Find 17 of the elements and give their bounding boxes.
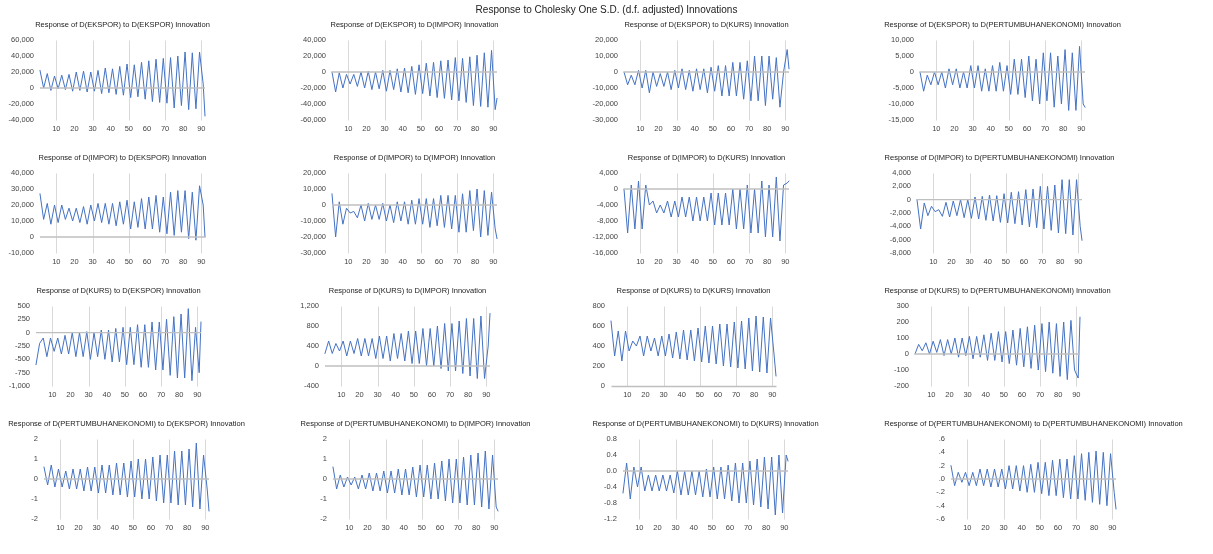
- line-series: [43, 442, 210, 512]
- line-series: [623, 49, 790, 108]
- line-series: [950, 450, 1117, 510]
- line-series: [39, 185, 206, 241]
- line-series: [623, 176, 790, 242]
- line-series: [324, 313, 491, 379]
- line-series: [919, 45, 1086, 111]
- line-series: [39, 51, 206, 117]
- line-series: [331, 188, 498, 240]
- line-series: [332, 450, 499, 512]
- line-series: [916, 179, 1083, 241]
- line-series: [331, 49, 498, 111]
- line-series: [35, 308, 202, 382]
- line-series: [622, 454, 789, 516]
- line-series: [610, 315, 777, 377]
- line-series: [914, 316, 1081, 381]
- text: Response to Cholesky One S.D. (d.f. adjusted) Innovations: [474, 3, 739, 17]
